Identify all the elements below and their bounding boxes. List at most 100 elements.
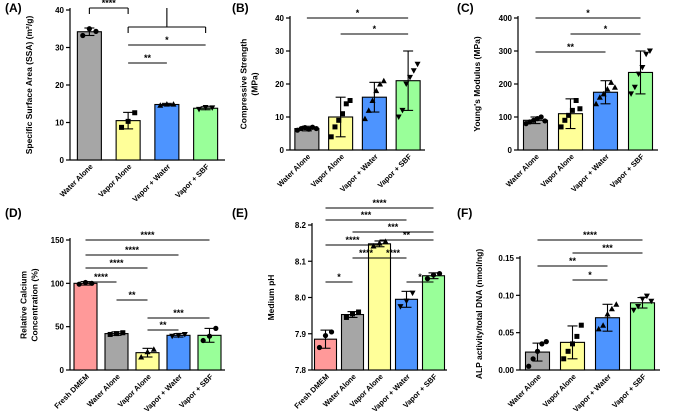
y-axis-title: Compressive Strength [239,39,249,130]
data-point [436,270,443,277]
y-tick-label: 40 [55,6,64,15]
data-point [430,272,437,278]
data-point [596,94,603,100]
significance-label: ** [128,290,136,300]
significance-label: *** [173,308,184,318]
category-label: Vapor + SBF [608,152,646,190]
category-label: Vapor Alone [96,162,133,199]
category-label: Vapor Alone [541,372,578,409]
y-tick-label: 100 [51,279,65,288]
data-point [646,48,653,54]
data-point [600,322,607,328]
data-point [93,28,99,34]
data-point [175,332,182,339]
data-point [569,107,575,113]
panel-label: (F) [457,206,472,220]
y-tick-label: 0.00 [498,366,514,375]
data-point [578,322,584,328]
y-tick-label: 0 [280,146,285,155]
bar [394,298,419,371]
significance-label: * [165,35,169,45]
y-axis-title: Concentration (%) [30,268,40,341]
data-point [80,32,86,39]
significance-label: * [418,272,422,282]
y-tick-label: 0 [508,146,513,155]
data-point [169,333,176,340]
data-point [409,290,416,297]
category-label: Vapor + SBF [173,162,211,200]
y-tick-label: 0.15 [498,254,514,263]
data-point [562,117,568,123]
significance-label: **** [372,198,387,208]
data-point [209,105,216,111]
data-point [120,330,126,336]
significance-label: **** [583,230,598,240]
data-point [635,71,642,78]
panel-a: (A) 0 10 20 30 40 Specific Surface Area (SSA) … [5,0,225,204]
data-point [403,81,410,87]
panel-d: (D) 0 50 100 150 Relative Calcium Concentratio… [5,206,225,414]
y-tick-label: 300 [499,47,513,56]
data-point [332,124,338,130]
data-point [628,91,635,97]
category-label: Water Alone [58,162,95,199]
data-point [648,298,655,305]
y-tick-label: 0.10 [498,291,514,300]
data-point [577,106,583,112]
data-point [125,118,131,124]
panel-label: (A) [5,1,22,15]
bar [629,302,656,371]
data-point [397,304,404,310]
data-point [604,311,611,317]
data-point [613,301,620,307]
y-tick-label: 100 [499,113,513,122]
data-point [593,100,600,107]
data-point [608,79,615,85]
category-label: Vapor + Water [131,162,173,204]
significance-label: * [586,8,590,18]
data-point [566,112,572,118]
y-axis-title: Medium pH [266,275,276,321]
y-tick-label: 20 [275,80,284,89]
significance-label: **** [94,272,109,282]
y-tick-label: 0 [60,366,65,375]
data-point [538,114,544,120]
data-point [119,124,125,130]
significance-label: ** [569,256,577,266]
data-point [350,311,355,317]
data-point [630,307,637,314]
significance-label: **** [125,245,140,255]
data-point [138,354,145,360]
data-point [76,281,82,287]
data-point [365,107,372,113]
y-axis-title: (MPa) [250,72,260,95]
y-tick-label: 400 [499,14,513,23]
significance-label: **** [386,248,401,258]
data-point [114,331,119,337]
significance-label: * [356,8,360,18]
y-tick-label: 200 [499,80,513,89]
data-point [144,348,151,355]
data-point [611,84,618,90]
category-label: Vapor + SBF [610,372,648,410]
significance-label: **** [102,0,117,8]
y-tick-label: 7.9 [295,330,307,339]
y-axis-title: Relative Calcium [19,271,29,339]
data-point [595,325,602,332]
panel-f: (F) 0.00 0.05 0.10 0.15 ALP activity/total DN… [457,206,660,414]
data-point [132,110,138,116]
data-point [343,101,349,107]
panel-b: (B) 0 10 20 30 40 Compressive Strength (MPa) Wat… [232,1,425,194]
data-point [322,332,329,339]
significance-label: *** [388,222,399,232]
significance-label: ** [403,230,411,240]
category-label: Vapor + SBF [376,152,414,190]
data-point [600,90,607,97]
data-point [340,111,346,117]
data-point [377,81,384,87]
data-point [539,341,545,347]
significance-label: ** [159,320,167,330]
category-label: Fresh DMEM [52,372,90,410]
y-tick-label: 10 [55,119,64,128]
data-point [343,314,349,320]
